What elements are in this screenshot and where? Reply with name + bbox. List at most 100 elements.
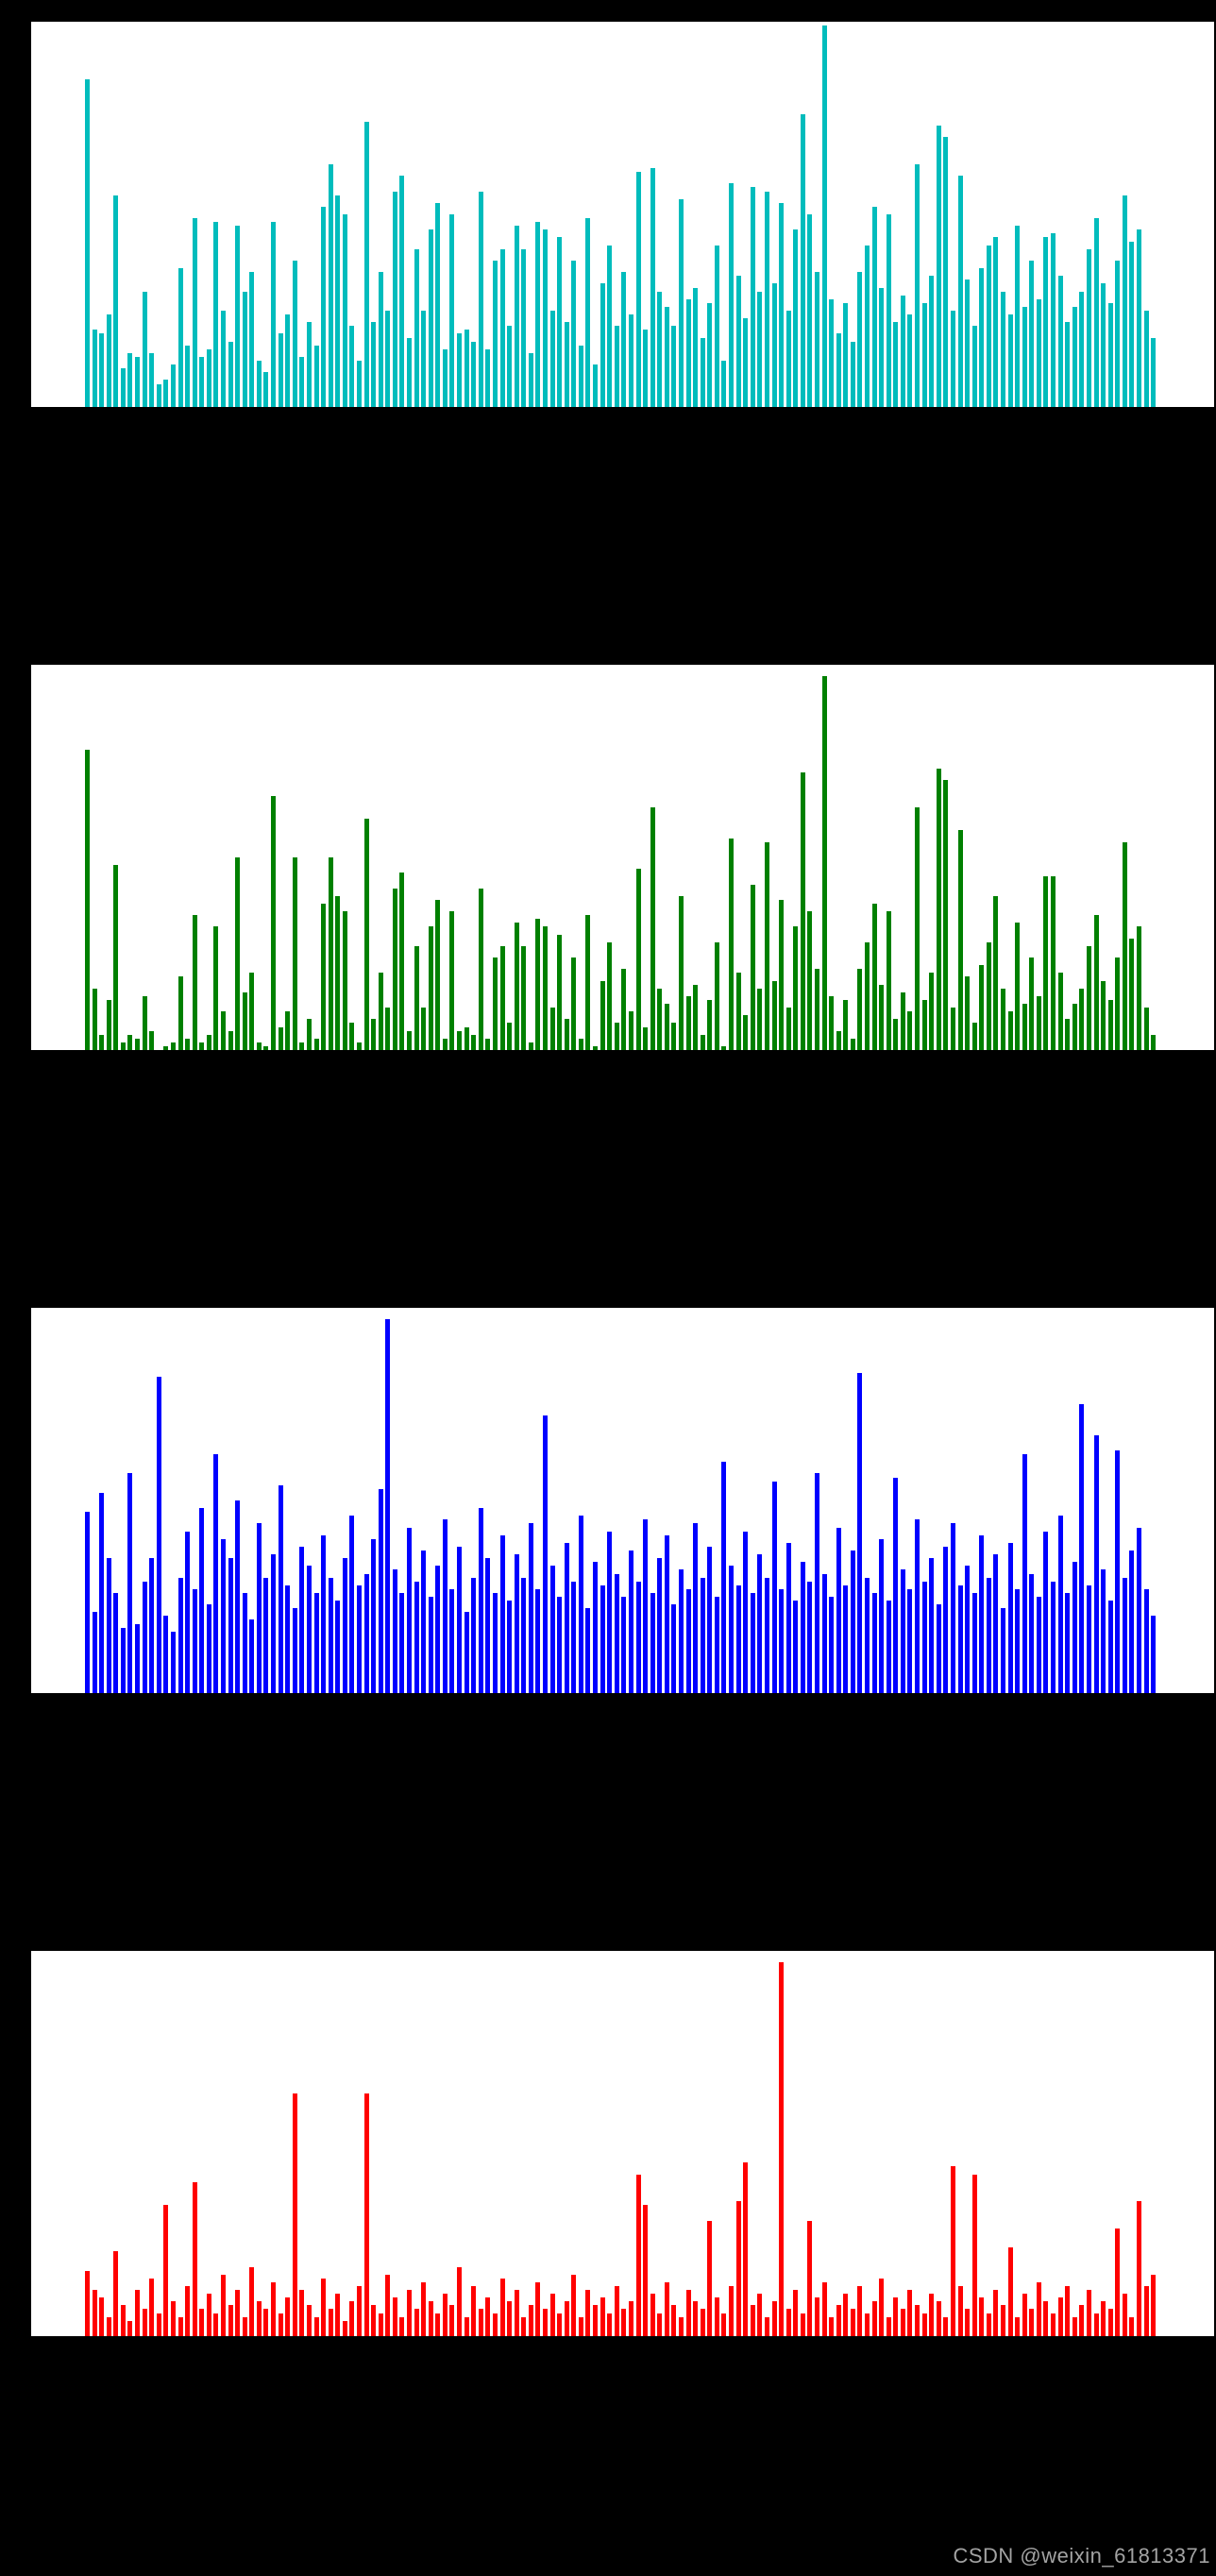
bar: [757, 988, 763, 1050]
bar: [1129, 1551, 1135, 1693]
bar: [907, 1588, 913, 1693]
bar: [263, 1577, 269, 1693]
bar: [399, 176, 405, 407]
bar: [135, 2290, 141, 2336]
bar: [1043, 1531, 1049, 1693]
bar: [764, 191, 769, 407]
bar: [1093, 915, 1099, 1050]
bar: [170, 364, 176, 407]
bar: [1072, 2316, 1077, 2336]
bar: [199, 1042, 205, 1050]
bar: [106, 2316, 111, 2336]
bar: [149, 2278, 155, 2336]
bar: [821, 676, 827, 1050]
bar: [492, 2313, 498, 2336]
bar: [421, 311, 427, 407]
bar: [428, 926, 433, 1050]
bar: [1136, 926, 1141, 1050]
bar: [120, 1627, 126, 1693]
bar: [693, 2301, 699, 2336]
bar: [414, 248, 419, 407]
bar: [228, 1030, 233, 1050]
bar: [857, 272, 863, 407]
bar: [549, 2294, 555, 2336]
bar: [779, 899, 785, 1050]
bar: [915, 2305, 920, 2336]
bar: [414, 2309, 419, 2336]
bar: [256, 361, 262, 407]
bar: [621, 1597, 627, 1693]
bar: [664, 1004, 669, 1050]
bar: [643, 1026, 649, 1050]
bar: [442, 2294, 448, 2336]
bar-series-cyan: [85, 22, 1157, 407]
bar: [600, 1585, 605, 1693]
bar: [85, 79, 90, 407]
bar: [857, 1373, 863, 1693]
bar: [1093, 2313, 1099, 2336]
bar: [1015, 226, 1021, 407]
bar: [729, 183, 735, 407]
bar: [328, 1577, 333, 1693]
bar: [578, 2316, 583, 2336]
bar: [785, 311, 791, 407]
bar: [578, 1516, 583, 1693]
bar: [263, 1045, 269, 1050]
bar: [235, 857, 241, 1050]
bar: [306, 1566, 312, 1693]
bar: [1079, 2305, 1085, 2336]
bar: [213, 1454, 219, 1693]
bar: [170, 1631, 176, 1693]
bar: [85, 749, 90, 1050]
bar: [449, 1588, 455, 1693]
bar: [693, 984, 699, 1050]
bar: [464, 2316, 469, 2336]
bar: [628, 314, 633, 407]
bar: [685, 2290, 691, 2336]
bar: [807, 911, 813, 1050]
bar: [850, 341, 855, 407]
bar: [499, 248, 505, 407]
bar: [657, 2313, 663, 2336]
bar: [785, 2309, 791, 2336]
bar: [971, 1592, 977, 1693]
bar: [1029, 1573, 1035, 1693]
bar: [671, 1604, 677, 1693]
bar: [871, 903, 877, 1050]
bar: [321, 903, 327, 1050]
bar: [664, 1534, 669, 1693]
bar: [464, 1612, 469, 1693]
bar: [979, 1534, 985, 1693]
bar: [865, 941, 870, 1050]
bar: [886, 214, 891, 407]
bar: [535, 2281, 541, 2336]
bar: [335, 2294, 341, 2336]
bar: [614, 326, 619, 407]
bar: [714, 941, 719, 1050]
bar: [249, 272, 255, 407]
bar: [836, 333, 841, 407]
bar: [285, 1011, 291, 1050]
bar: [693, 287, 699, 407]
bar: [657, 1558, 663, 1693]
bar: [363, 819, 369, 1050]
bar: [793, 2290, 799, 2336]
bar: [664, 306, 669, 407]
bar: [163, 2205, 169, 2336]
bar: [685, 1588, 691, 1693]
bar: [893, 2297, 899, 2336]
bar: [1151, 337, 1157, 407]
bar: [378, 272, 383, 407]
bar: [1015, 2316, 1021, 2336]
bar: [657, 988, 663, 1050]
bar: [285, 1585, 291, 1693]
bar: [321, 2278, 327, 2336]
bar: [228, 341, 233, 407]
bar: [335, 895, 341, 1050]
bar: [750, 2305, 755, 2336]
bar: [1022, 2294, 1027, 2336]
bar: [528, 2305, 533, 2336]
bar: [557, 934, 563, 1050]
bar: [1143, 1008, 1149, 1050]
bar: [328, 163, 333, 407]
